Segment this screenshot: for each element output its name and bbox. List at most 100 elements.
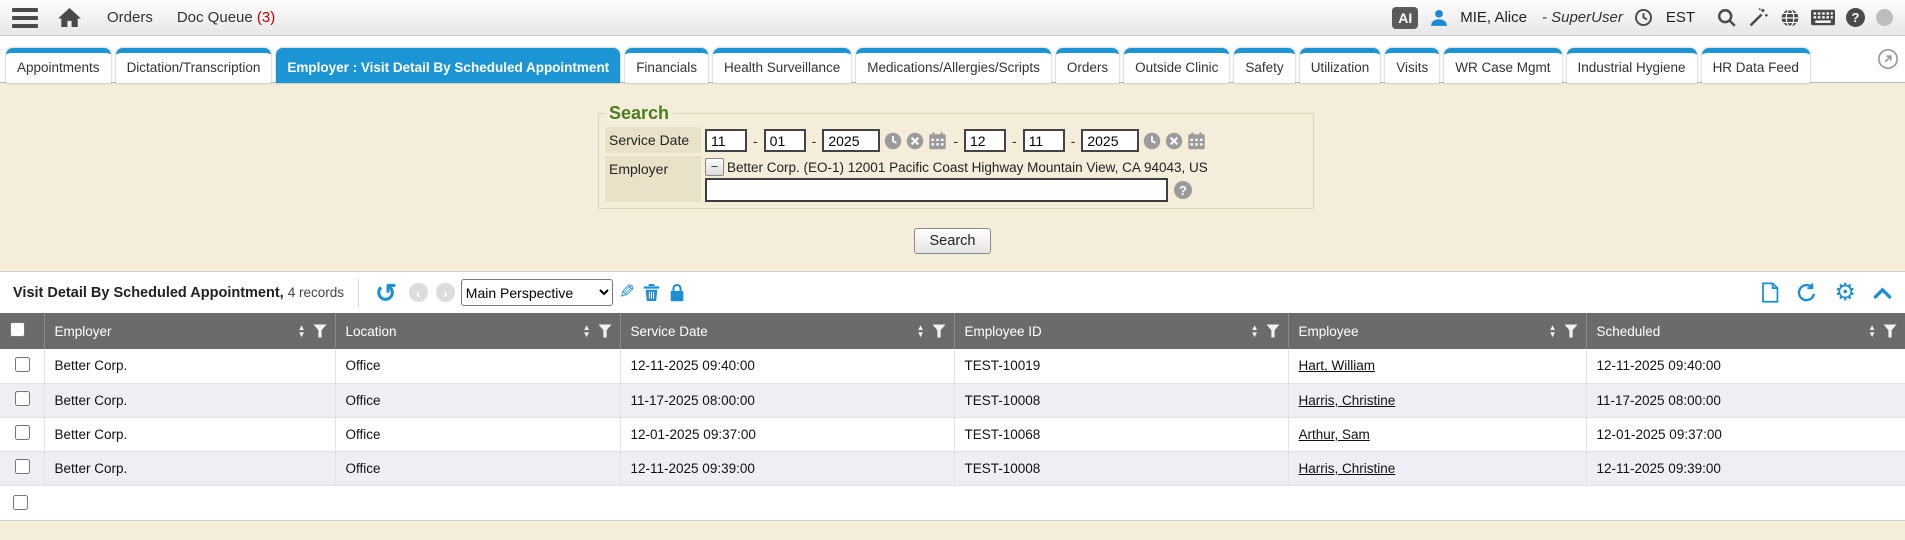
row-checkbox[interactable]: [15, 391, 31, 406]
user-icon: [1429, 8, 1449, 28]
lock-icon[interactable]: [669, 283, 685, 302]
employee-link[interactable]: Harris, Christine: [1298, 460, 1396, 476]
clock-icon[interactable]: [1634, 8, 1653, 27]
footer-select-all-checkbox[interactable]: [13, 495, 28, 510]
filter-icon[interactable]: [1564, 324, 1578, 338]
search-legend: Search: [609, 103, 670, 123]
search-button[interactable]: Search: [913, 228, 992, 254]
top-bar: Orders Doc Queue (3) AI MIE, Alice - Sup…: [0, 0, 1905, 36]
tab-strip: Appointments Dictation/Transcription Emp…: [0, 36, 1905, 83]
nav-orders[interactable]: Orders: [107, 9, 153, 26]
to-calendar-icon[interactable]: [1187, 131, 1206, 150]
edit-perspective-icon[interactable]: ✎: [618, 282, 635, 303]
tab-visits[interactable]: Visits: [1385, 48, 1440, 83]
top-nav: Orders Doc Queue (3): [107, 9, 275, 26]
sort-icon[interactable]: ▲ ▼: [297, 323, 306, 339]
settings-gear-icon[interactable]: ⚙: [1834, 278, 1856, 306]
grid-title: Visit Detail By Scheduled Appointment,: [13, 284, 284, 301]
column-header-employee[interactable]: Employee ▲ ▼: [1288, 313, 1587, 349]
refresh-icon[interactable]: [1796, 282, 1817, 303]
undo-icon[interactable]: ↺: [375, 277, 397, 308]
globe-icon[interactable]: [1780, 8, 1800, 28]
ai-badge[interactable]: AI: [1392, 6, 1419, 29]
column-header-employer[interactable]: Employer ▲ ▼: [44, 313, 336, 349]
column-header-employee-id[interactable]: Employee ID ▲ ▼: [954, 313, 1289, 349]
tab-utilization[interactable]: Utilization: [1299, 48, 1381, 83]
filter-icon[interactable]: [1883, 324, 1897, 338]
tab-outside-clinic[interactable]: Outside Clinic: [1124, 48, 1230, 83]
employee-link[interactable]: Arthur, Sam: [1298, 426, 1370, 442]
table-row[interactable]: Better Corp. Office 12-01-2025 09:37:00 …: [0, 417, 1905, 452]
sort-icon[interactable]: ▲ ▼: [582, 323, 591, 339]
search-icon[interactable]: [1716, 7, 1737, 28]
help-icon[interactable]: ?: [1846, 8, 1865, 27]
from-clear-icon[interactable]: [906, 132, 924, 150]
service-date-row: Service Date - -: [605, 127, 1307, 153]
row-checkbox[interactable]: [15, 425, 31, 440]
tab-safety[interactable]: Safety: [1234, 48, 1295, 83]
column-header-scheduled[interactable]: Scheduled ▲ ▼: [1586, 313, 1905, 349]
popout-icon[interactable]: [1877, 48, 1899, 70]
tab-medications-allergies-scripts[interactable]: Medications/Allergies/Scripts: [856, 48, 1051, 83]
tab-financials[interactable]: Financials: [625, 48, 708, 83]
table-header-row: Employer ▲ ▼ Location ▲ ▼ Service Date ▲ ▼ Emp…: [0, 313, 1905, 349]
service-date-from-day-input[interactable]: [763, 129, 806, 152]
nav-doc-queue[interactable]: Doc Queue (3): [176, 9, 276, 26]
delete-perspective-icon[interactable]: [643, 283, 660, 302]
employee-link[interactable]: Harris, Christine: [1298, 392, 1396, 408]
sort-icon[interactable]: ▲ ▼: [1868, 323, 1876, 339]
tab-health-surveillance[interactable]: Health Surveillance: [712, 48, 852, 83]
employer-help-icon[interactable]: ?: [1174, 181, 1192, 199]
tab-orders[interactable]: Orders: [1055, 48, 1120, 83]
filter-icon[interactable]: [932, 324, 946, 338]
row-checkbox[interactable]: [15, 459, 31, 474]
from-calendar-icon[interactable]: [928, 131, 947, 150]
column-header-service-date[interactable]: Service Date ▲ ▼: [620, 313, 955, 349]
page-previous-icon[interactable]: ‹: [408, 283, 428, 302]
sort-icon[interactable]: ▲ ▼: [1250, 323, 1259, 339]
home-icon[interactable]: [58, 7, 81, 28]
filter-icon[interactable]: [313, 324, 327, 338]
tab-dictation-transcription[interactable]: Dictation/Transcription: [115, 48, 272, 83]
service-date-from-month-input[interactable]: [705, 129, 747, 152]
employer-remove-button[interactable]: −: [705, 158, 724, 176]
table-row[interactable]: Better Corp. Office 11-17-2025 08:00:00 …: [0, 383, 1905, 418]
service-date-to-day-input[interactable]: [1022, 129, 1065, 152]
to-time-icon[interactable]: [1143, 132, 1161, 150]
keyboard-icon[interactable]: [1811, 9, 1835, 26]
collapse-icon[interactable]: [1873, 286, 1892, 300]
filter-icon[interactable]: [598, 324, 612, 338]
column-header-location[interactable]: Location ▲ ▼: [335, 313, 621, 349]
tab-appointments[interactable]: Appointments: [6, 48, 111, 83]
select-all-checkbox[interactable]: [10, 322, 25, 337]
table-row[interactable]: Better Corp. Office 12-11-2025 09:40:00 …: [0, 349, 1905, 384]
employee-link[interactable]: Hart, William: [1298, 358, 1376, 374]
user-role: - SuperUser: [1541, 9, 1623, 26]
tab-employer-visit-detail[interactable]: Employer : Visit Detail By Scheduled App…: [276, 48, 621, 83]
from-time-icon[interactable]: [884, 132, 902, 150]
employer-search-input[interactable]: [705, 178, 1168, 202]
perspective-select[interactable]: Main Perspective: [460, 279, 613, 306]
sort-icon[interactable]: ▲ ▼: [916, 323, 925, 339]
tab-hr-data-feed[interactable]: HR Data Feed: [1701, 48, 1810, 83]
status-dot-icon: [1876, 9, 1893, 26]
new-document-icon[interactable]: [1761, 282, 1779, 303]
row-checkbox[interactable]: [15, 356, 31, 372]
magic-wand-icon[interactable]: [1748, 7, 1769, 28]
user-name[interactable]: MIE, Alice: [1460, 9, 1527, 26]
doc-queue-count: (3): [256, 9, 276, 26]
employer-label: Employer: [605, 156, 701, 202]
page-next-icon[interactable]: ›: [435, 283, 455, 302]
menu-icon[interactable]: [12, 7, 38, 28]
service-date-to-month-input[interactable]: [964, 129, 1007, 152]
to-clear-icon[interactable]: [1165, 132, 1183, 150]
select-all-header-cell: [0, 313, 45, 349]
table-row[interactable]: Better Corp. Office 12-11-2025 09:39:00 …: [0, 451, 1905, 486]
service-date-from-year-input[interactable]: [822, 129, 881, 152]
filter-icon[interactable]: [1266, 324, 1280, 338]
service-date-to-year-input[interactable]: [1081, 129, 1140, 152]
employer-selected-value: Better Corp. (EO-1) 12001 Pacific Coast …: [727, 159, 1208, 175]
sort-icon[interactable]: ▲ ▼: [1548, 323, 1557, 339]
tab-wr-case-mgmt[interactable]: WR Case Mgmt: [1444, 48, 1562, 83]
tab-industrial-hygiene[interactable]: Industrial Hygiene: [1566, 48, 1697, 83]
